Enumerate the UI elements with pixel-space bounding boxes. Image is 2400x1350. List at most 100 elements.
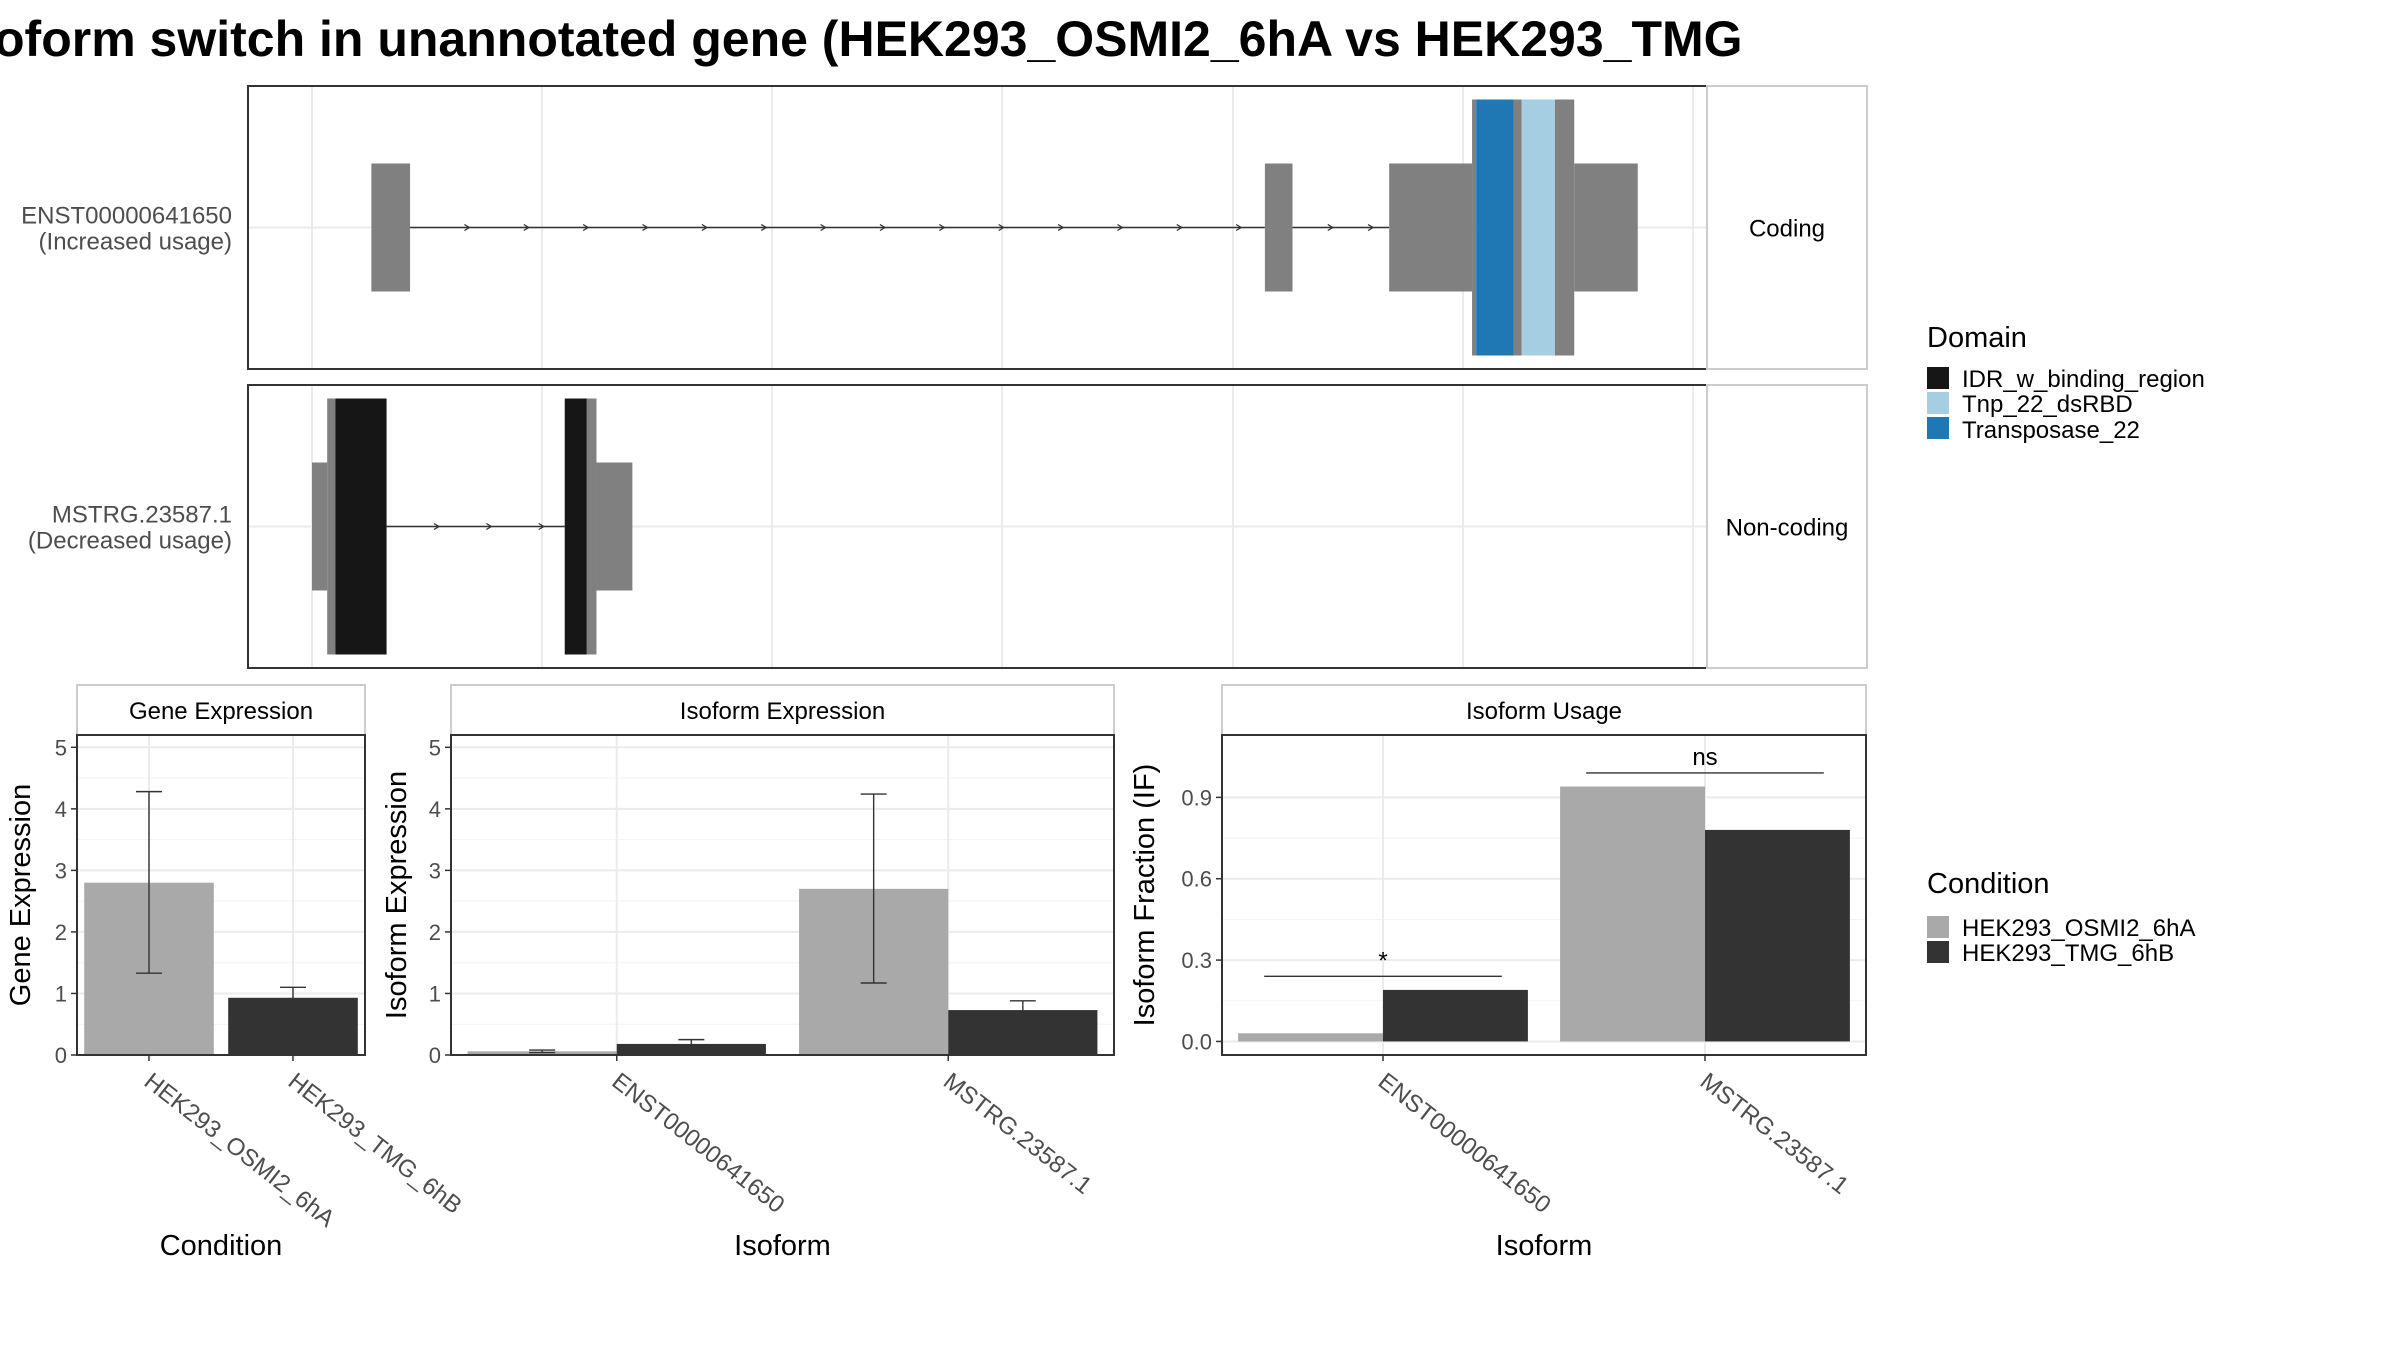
exon-block bbox=[1513, 99, 1522, 356]
legend-label-tmg: HEK293_TMG_6hB bbox=[1962, 940, 2174, 967]
significance-label: * bbox=[1378, 947, 1387, 974]
intron-arrow bbox=[1235, 223, 1243, 232]
y-axis-title: Isoform Fraction (IF) bbox=[1129, 764, 1161, 1027]
intron-arrow bbox=[760, 223, 768, 232]
legend-label-osmi2: HEK293_OSMI2_6hA bbox=[1962, 915, 2195, 942]
intron-arrow bbox=[701, 223, 709, 232]
legend-key-transposase bbox=[1927, 417, 1949, 439]
intron-arrow bbox=[820, 223, 827, 232]
intron-arrow bbox=[1327, 223, 1335, 232]
legend-key-dsrbd bbox=[1927, 392, 1949, 414]
exon-block bbox=[586, 398, 597, 655]
bar bbox=[1560, 786, 1705, 1042]
plot-frame bbox=[1221, 734, 1867, 1056]
y-tick-label: 0.0 bbox=[1181, 1029, 1212, 1054]
exon-block bbox=[1574, 163, 1638, 292]
y-tick-label: 1 bbox=[55, 981, 67, 1006]
intron-arrow bbox=[998, 223, 1005, 232]
exon-block bbox=[327, 398, 336, 655]
condition-legend-title: Condition bbox=[1927, 868, 2050, 900]
y-tick-label: 0.6 bbox=[1181, 867, 1212, 892]
exon-block bbox=[1472, 99, 1477, 356]
intron-arrow bbox=[433, 522, 441, 531]
legend-label-dsrbd: Tnp_22_dsRBD bbox=[1962, 391, 2133, 418]
y-tick-label: 5 bbox=[55, 735, 67, 760]
intron-arrow bbox=[1176, 223, 1184, 232]
intron-arrow bbox=[486, 522, 493, 531]
domain-block bbox=[335, 398, 387, 655]
bar bbox=[1383, 989, 1528, 1042]
panel-strip-label: Isoform Usage bbox=[1466, 698, 1622, 725]
intron-arrow bbox=[523, 223, 531, 232]
intron-arrow bbox=[1117, 223, 1124, 232]
transcript-label: ENST00000641650 bbox=[21, 203, 232, 230]
bar bbox=[1238, 1033, 1383, 1042]
panel-strip-label: Gene Expression bbox=[129, 698, 313, 725]
legend-key-tmg bbox=[1927, 941, 1949, 963]
x-tick-label: MSTRG.23587.1 bbox=[938, 1068, 1097, 1200]
exon-block bbox=[1389, 163, 1473, 292]
domain-legend: Domain IDR_w_binding_region Tnp_22_dsRBD… bbox=[1927, 322, 2205, 444]
domain-block bbox=[564, 398, 587, 655]
bar bbox=[616, 1043, 766, 1055]
x-axis-title: Isoform bbox=[734, 1230, 831, 1262]
bar bbox=[1705, 829, 1850, 1042]
y-tick-label: 0 bbox=[429, 1043, 441, 1068]
legend-key-osmi2 bbox=[1927, 916, 1949, 938]
domain-block bbox=[1521, 99, 1555, 356]
y-tick-label: 0 bbox=[55, 1043, 67, 1068]
y-tick-label: 4 bbox=[429, 797, 441, 822]
transcript-structure-panel: Coding ENST00000641650(Increased usage) No… bbox=[21, 85, 1868, 669]
y-tick-label: 1 bbox=[429, 981, 441, 1006]
y-tick-label: 2 bbox=[429, 920, 441, 945]
transcript-usage-label: (Decreased usage) bbox=[28, 528, 232, 555]
exon-block bbox=[371, 163, 411, 292]
legend-label-idr: IDR_w_binding_region bbox=[1962, 366, 2205, 393]
exon-block bbox=[596, 462, 633, 591]
intron-arrow bbox=[938, 223, 946, 232]
x-axis-title: Condition bbox=[160, 1230, 283, 1262]
facet-strip bbox=[1706, 384, 1868, 669]
y-axis-title: Isoform Expression bbox=[381, 771, 413, 1019]
y-tick-label: 2 bbox=[55, 920, 67, 945]
intron-arrow bbox=[1367, 223, 1375, 232]
plot-frame bbox=[76, 734, 366, 1056]
y-tick-label: 4 bbox=[55, 797, 67, 822]
intron-arrow bbox=[879, 223, 887, 232]
panel-strip bbox=[76, 684, 366, 736]
intron-arrow bbox=[464, 223, 471, 232]
domain-block bbox=[1476, 99, 1514, 356]
y-tick-label: 0.3 bbox=[1181, 948, 1212, 973]
significance-label: ns bbox=[1692, 744, 1717, 771]
intron-arrow bbox=[538, 522, 546, 531]
bar bbox=[228, 997, 358, 1055]
panel-strip bbox=[450, 684, 1115, 736]
facet-strip-label: Non-coding bbox=[1726, 515, 1849, 542]
y-tick-label: 3 bbox=[429, 858, 441, 883]
x-tick-label: ENST00000641650 bbox=[607, 1068, 790, 1219]
y-tick-label: 5 bbox=[429, 735, 441, 760]
transcript-usage-label: (Increased usage) bbox=[39, 229, 232, 256]
domain-legend-title: Domain bbox=[1927, 322, 2027, 354]
x-tick-label: ENST00000641650 bbox=[1373, 1068, 1556, 1219]
plot-frame bbox=[450, 734, 1115, 1056]
exon-block bbox=[1554, 99, 1575, 356]
legend-key-idr bbox=[1927, 367, 1949, 389]
panel-strip bbox=[1221, 684, 1867, 736]
exon-block bbox=[312, 462, 328, 591]
x-axis-title: Isoform bbox=[1496, 1230, 1593, 1262]
plot-background bbox=[451, 735, 1114, 1055]
isoform-usage-panel: Isoform Usage * ns 0.0 0.3 0.6 0.9 ENST00000641… bbox=[1129, 684, 1867, 1262]
facet-strip-label: Coding bbox=[1749, 216, 1825, 243]
y-tick-label: 3 bbox=[55, 858, 67, 883]
figure-title: oform switch in unannotated gene (HEK293… bbox=[0, 11, 1743, 67]
intron-arrow bbox=[1057, 223, 1065, 232]
transcript-label: MSTRG.23587.1 bbox=[52, 502, 232, 529]
intron-arrow bbox=[642, 223, 649, 232]
intron-arrow bbox=[582, 223, 590, 232]
panel-strip-label: Isoform Expression bbox=[680, 698, 885, 725]
y-tick-label: 0.9 bbox=[1181, 785, 1212, 810]
isoform-expression-panel: Isoform Expression 0 1 2 3 4 5 ENST00000641650 M… bbox=[381, 684, 1115, 1262]
x-tick-label: MSTRG.23587.1 bbox=[1695, 1068, 1854, 1200]
